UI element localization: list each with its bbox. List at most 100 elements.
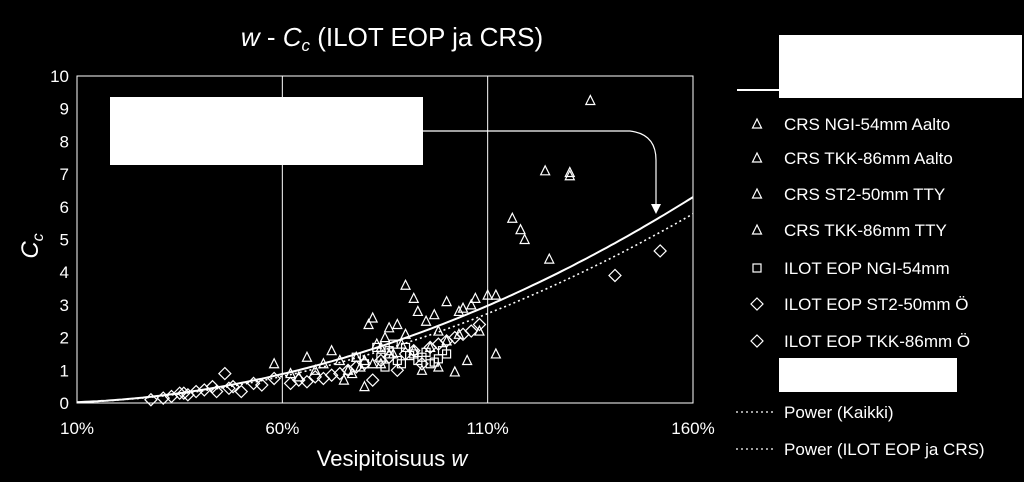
data-point [406,343,421,358]
y-tick-label: 10 [50,67,69,86]
data-point [342,363,354,375]
redaction-box-legend-top [779,35,1022,98]
data-point [363,318,375,330]
data-point [156,391,171,405]
data-point [539,164,551,176]
y-tick-label: 9 [60,100,69,119]
legend-label: CRS TKK-86mm TTY [784,221,947,240]
legend: CRS NGI-54mm Aalto CRS TKK-86mm Aalto CRS … [736,115,985,459]
data-point [301,350,313,362]
data-point [490,347,502,359]
data-point [441,334,453,346]
annotation-arrowhead [651,204,661,214]
data-point [412,305,424,317]
data-point [421,347,431,357]
data-point [415,356,429,371]
data-point [449,365,461,377]
legend-label: ILOT EOP TKK-86mm Ö [784,332,970,351]
data-point [391,318,403,330]
x-tick-labels: 10% 60% 110% 160% [60,419,715,438]
y-tick-label: 2 [60,329,69,348]
data-point [457,301,469,313]
data-point [346,367,358,379]
data-point [416,363,428,375]
data-point [564,169,576,181]
data-point [453,305,465,317]
data-point [189,384,203,399]
data-point [515,223,526,235]
data-point [357,356,372,371]
data-point [144,392,158,407]
x-tick-label: 110% [467,419,509,438]
legend-marker [750,297,764,311]
chart-title: w - Cc (ILOT EOP ja CRS) [241,22,543,55]
data-point [429,357,439,367]
legend-label: CRS TKK-86mm Aalto [784,149,953,168]
data-point [222,381,236,396]
data-point [254,378,269,392]
data-point [519,233,531,245]
data-points [144,94,667,407]
data-point [383,321,395,333]
data-point [506,211,518,223]
data-point [309,363,321,375]
trendlines [76,196,694,404]
y-tick-label: 0 [60,394,69,413]
y-tick-label: 7 [60,165,69,184]
data-point [390,363,405,378]
data-point [653,244,667,258]
data-point [388,339,398,349]
data-point [382,350,396,365]
data-point [246,376,261,391]
data-point [490,288,502,300]
legend-label: Power (Kaikki) [784,403,894,422]
data-point [267,371,281,386]
legend-marker [752,263,762,273]
data-point [420,314,432,326]
data-point [472,317,487,332]
legend-marker [751,187,763,199]
legend-marker [750,334,764,348]
legend-marker [751,151,763,163]
legend-label: Power (ILOT EOP ja CRS) [784,440,985,459]
legend-label: ILOT EOP ST2-50mm Ö [784,295,969,314]
y-tick-label: 1 [60,361,69,380]
legend-marker [751,117,763,129]
y-tick-labels: 0 1 2 3 4 5 6 7 8 9 10 [50,67,69,413]
data-point [300,374,314,389]
data-point [413,355,423,366]
data-point [268,357,280,369]
data-point [359,359,370,369]
data-point [372,342,382,353]
redaction-box-legend-lower [779,358,957,392]
annotation-arrow [423,130,657,206]
data-point [379,331,391,343]
data-point [172,386,187,401]
data-point [217,366,232,381]
data-point [469,292,481,303]
data-point [308,369,323,384]
data-point [376,352,386,362]
data-point [564,166,576,178]
legend-label: CRS NGI-54mm Aalto [784,115,950,134]
x-axis-label: Vesipitoisuus w [317,446,470,471]
trendline [76,213,694,404]
data-point [367,311,379,323]
x-tick-label: 160% [671,419,714,438]
data-point [354,360,366,372]
legend-label: ILOT EOP NGI-54mm [784,259,950,278]
data-point [400,327,412,339]
data-point [324,368,339,383]
y-tick-label: 5 [60,231,69,250]
data-point [464,324,479,338]
data-point [432,324,444,336]
data-point [461,354,473,366]
data-point [326,344,338,356]
data-point [482,288,494,300]
data-point [608,268,622,283]
data-point [334,354,346,366]
y-tick-label: 8 [60,132,69,151]
legend-marker [751,223,763,235]
data-point [358,380,370,392]
